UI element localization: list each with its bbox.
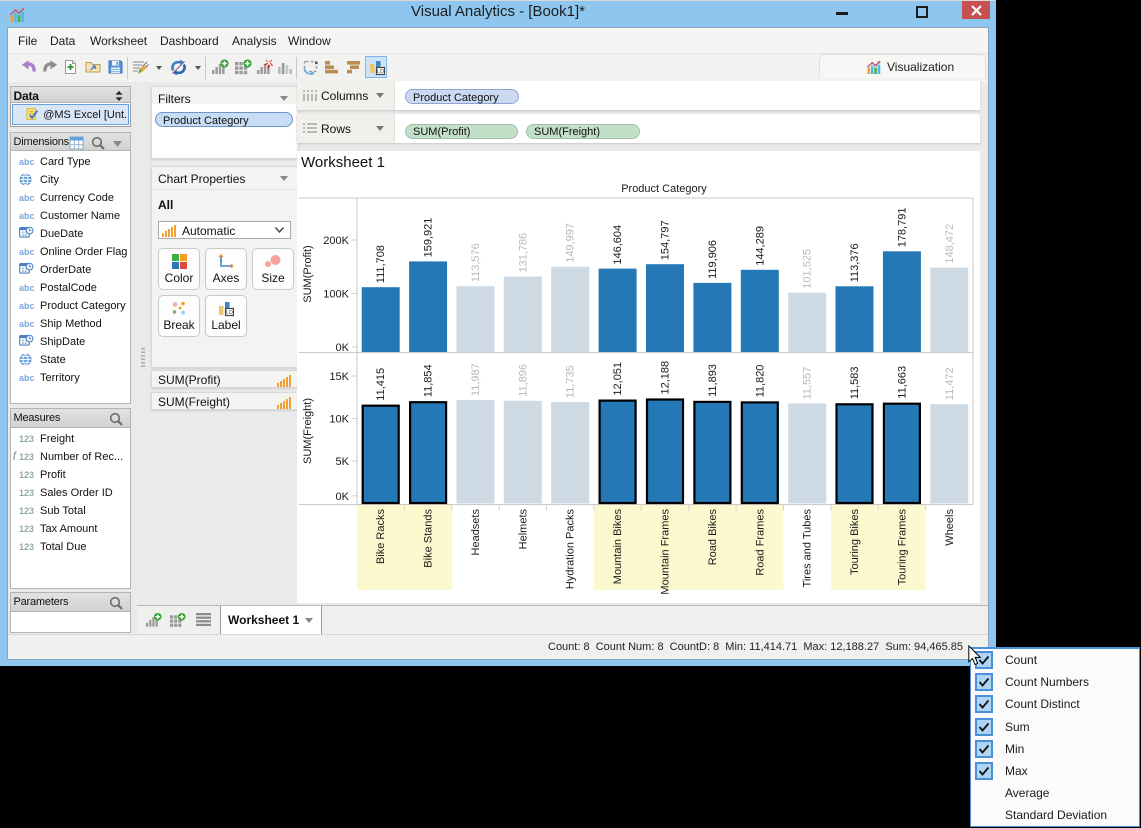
svg-text:148,472: 148,472 xyxy=(944,224,956,264)
svg-text:154,797: 154,797 xyxy=(660,220,672,260)
svg-text:11,472: 11,472 xyxy=(944,367,956,400)
svg-text:131,786: 131,786 xyxy=(517,233,529,273)
svg-text:Headsets: Headsets xyxy=(470,509,482,556)
svg-text:0K: 0K xyxy=(336,342,350,354)
svg-text:11,987: 11,987 xyxy=(470,363,482,396)
svg-text:Tires and Tubes: Tires and Tubes xyxy=(802,509,814,588)
svg-text:SUM(Profit): SUM(Profit) xyxy=(302,245,314,302)
svg-text:11,854: 11,854 xyxy=(423,364,435,397)
svg-text:LO: LO xyxy=(377,69,384,75)
svg-text:11,415: 11,415 xyxy=(375,368,387,401)
svg-text:Product Category: Product Category xyxy=(621,183,707,195)
svg-text:146,604: 146,604 xyxy=(612,225,624,265)
svg-text:144,289: 144,289 xyxy=(754,226,766,266)
svg-text:12: 12 xyxy=(21,231,27,237)
svg-text:11,820: 11,820 xyxy=(754,365,766,398)
svg-text:178,791: 178,791 xyxy=(896,208,908,248)
svg-text:Hydration Packs: Hydration Packs xyxy=(565,509,577,590)
svg-text:11,583: 11,583 xyxy=(849,366,861,399)
svg-text:LO: LO xyxy=(226,310,233,316)
svg-text:Touring Frames: Touring Frames xyxy=(896,509,908,586)
svg-text:12: 12 xyxy=(21,267,27,273)
svg-text:Mountain Bikes: Mountain Bikes xyxy=(612,509,624,585)
svg-text:Wheels: Wheels xyxy=(944,509,956,546)
svg-text:Helmets: Helmets xyxy=(517,509,529,550)
svg-text:12,051: 12,051 xyxy=(612,362,624,396)
svg-text:SUM(Freight): SUM(Freight) xyxy=(302,398,314,464)
svg-text:11,893: 11,893 xyxy=(707,364,719,397)
svg-text:10K: 10K xyxy=(329,414,349,426)
svg-text:0K: 0K xyxy=(336,491,350,503)
svg-text:100K: 100K xyxy=(323,289,349,301)
svg-text:119,906: 119,906 xyxy=(707,240,719,279)
svg-text:11,663: 11,663 xyxy=(896,366,908,399)
svg-text:15K: 15K xyxy=(329,371,349,383)
svg-text:11,735: 11,735 xyxy=(565,365,577,398)
svg-text:Touring Bikes: Touring Bikes xyxy=(849,509,861,576)
svg-text:200K: 200K xyxy=(323,235,349,247)
svg-text:149,997: 149,997 xyxy=(565,223,577,263)
svg-text:Bike Stands: Bike Stands xyxy=(423,509,435,568)
svg-text:Mountain Frames: Mountain Frames xyxy=(660,509,672,595)
svg-text:11,896: 11,896 xyxy=(517,364,529,397)
svg-text:159,921: 159,921 xyxy=(423,218,435,258)
svg-text:5K: 5K xyxy=(336,456,350,468)
svg-text:11,557: 11,557 xyxy=(802,367,814,400)
svg-text:113,576: 113,576 xyxy=(470,243,482,282)
svg-text:12: 12 xyxy=(21,339,27,345)
svg-text:Road Bikes: Road Bikes xyxy=(707,509,719,566)
svg-text:101,525: 101,525 xyxy=(802,249,814,289)
svg-text:12,188: 12,188 xyxy=(660,361,672,395)
svg-text:113,376: 113,376 xyxy=(849,243,861,282)
svg-text:Road Frames: Road Frames xyxy=(754,509,766,576)
svg-text:Bike Racks: Bike Racks xyxy=(375,509,387,565)
svg-text:111,708: 111,708 xyxy=(375,245,387,283)
